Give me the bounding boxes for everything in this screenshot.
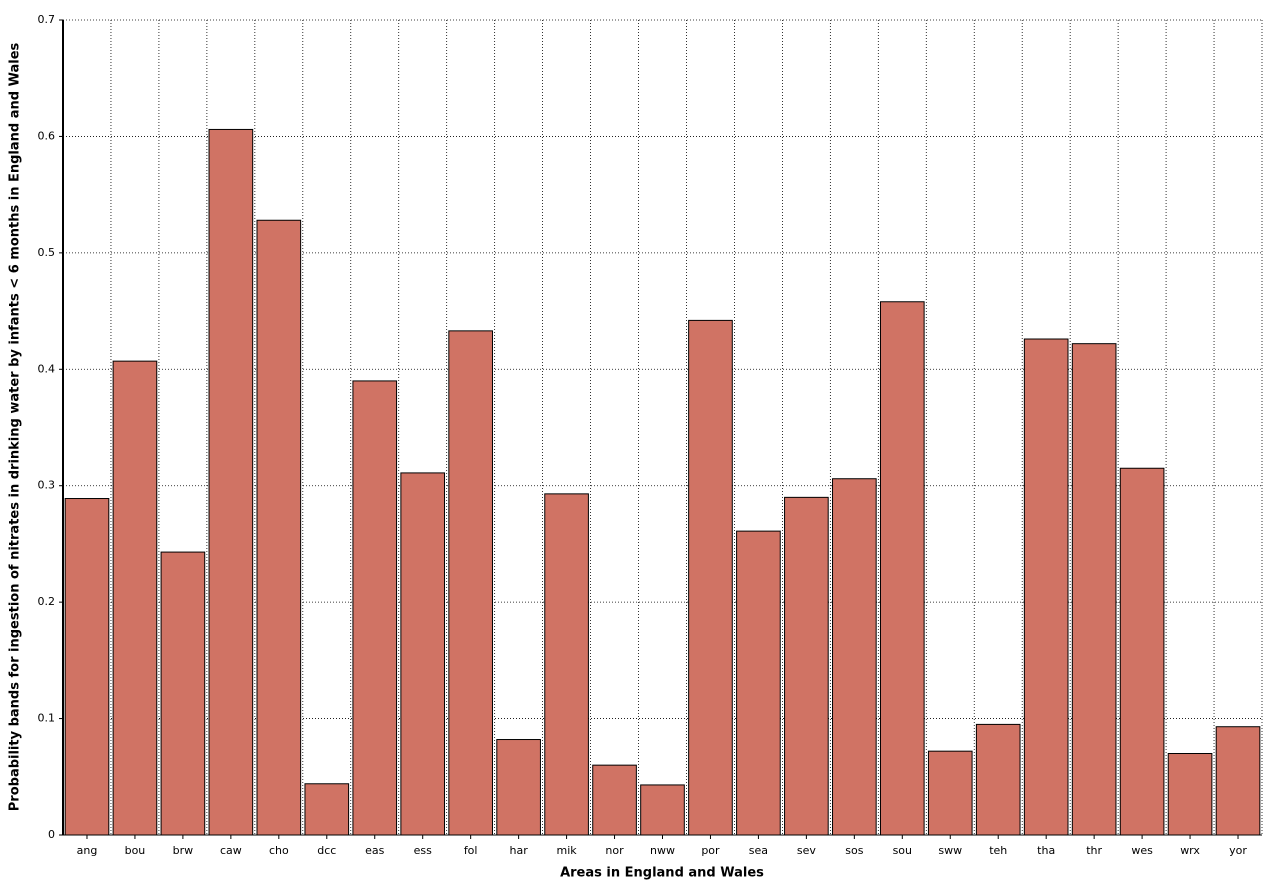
- bar: [640, 784, 685, 836]
- bar: [784, 496, 829, 836]
- x-tick-label: teh: [989, 844, 1007, 857]
- x-tick-label: sev: [797, 844, 816, 857]
- bar: [64, 498, 110, 836]
- y-tick-label: 0: [48, 828, 55, 841]
- y-tick-label: 0.6: [38, 129, 56, 142]
- bar: [1119, 467, 1165, 836]
- y-tick-label: 0.7: [38, 13, 56, 26]
- bar: [544, 493, 589, 836]
- y-tick-label: 0.3: [38, 479, 56, 492]
- bar: [400, 472, 446, 836]
- y-tick-label: 0.2: [38, 595, 56, 608]
- x-tick-label: dcc: [317, 844, 336, 857]
- bar: [688, 319, 733, 836]
- x-tick-label: cho: [269, 844, 289, 857]
- bar: [1023, 338, 1069, 836]
- bar: [448, 330, 493, 836]
- bar: [304, 783, 350, 836]
- y-axis-title: Probability bands for ingestion of nitra…: [8, 43, 23, 812]
- bar: [1167, 753, 1213, 836]
- x-tick-label: thr: [1086, 844, 1102, 857]
- bar: [592, 764, 637, 836]
- x-tick-label: fol: [464, 844, 478, 857]
- x-tick-label: mik: [557, 844, 578, 857]
- bar: [1071, 343, 1117, 836]
- bar: [927, 750, 973, 836]
- bar: [879, 301, 925, 836]
- x-axis-title: Areas in England and Wales: [560, 866, 764, 881]
- bar: [832, 478, 877, 836]
- x-tick-label: eas: [365, 844, 385, 857]
- x-tick-label: sou: [893, 844, 912, 857]
- bar: [160, 551, 206, 836]
- x-tick-label: caw: [220, 844, 242, 857]
- x-tick-label: sea: [749, 844, 768, 857]
- bar: [975, 723, 1021, 836]
- bar: [496, 739, 541, 836]
- x-tick-label: por: [701, 844, 720, 857]
- x-tick-label: brw: [173, 844, 194, 857]
- x-tick-label: ang: [77, 844, 98, 857]
- x-tick-label: ess: [414, 844, 432, 857]
- y-tick-label: 0.5: [38, 246, 56, 259]
- x-tick-label: wrx: [1180, 844, 1200, 857]
- y-tick-label: 0.4: [38, 362, 56, 375]
- x-tick-label: nor: [605, 844, 624, 857]
- y-tick-label: 0.1: [38, 712, 56, 725]
- x-tick-label: har: [509, 844, 528, 857]
- x-tick-label: nww: [650, 844, 675, 857]
- bar: [112, 360, 158, 836]
- bar: [1215, 726, 1261, 836]
- x-tick-label: yor: [1229, 844, 1247, 857]
- bar: [256, 219, 302, 836]
- x-tick-label: wes: [1131, 844, 1153, 857]
- x-tick-label: tha: [1037, 844, 1055, 857]
- bar: [352, 380, 398, 836]
- x-tick-label: sww: [938, 844, 962, 857]
- x-tick-label: bou: [125, 844, 146, 857]
- bar: [736, 530, 781, 836]
- x-tick-label: sos: [845, 844, 863, 857]
- bar: [208, 128, 254, 836]
